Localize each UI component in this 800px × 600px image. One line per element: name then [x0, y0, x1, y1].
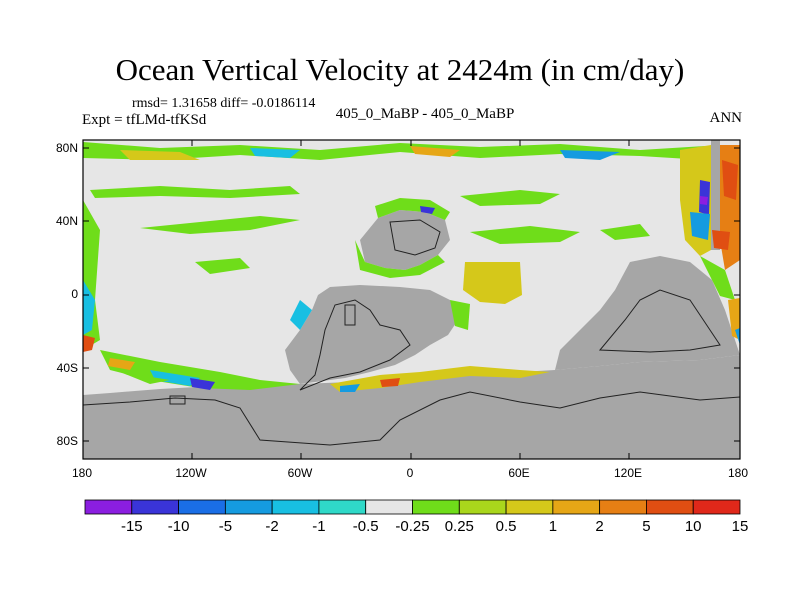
colorbar-label: 2: [595, 518, 604, 535]
colorbar-box: [552, 499, 601, 515]
velocity-patch: [600, 224, 650, 240]
plot-title: Ocean Vertical Velocity at 2424m (in cm/…: [115, 52, 685, 87]
colorbar-box: [646, 499, 694, 515]
colorbar-label: 1: [548, 518, 558, 535]
colorbar-box: [84, 499, 133, 515]
experiment-label: Expt = tfLMd-tfKSd: [82, 112, 207, 128]
velocity-patch: [195, 258, 250, 274]
colorbar-box: [458, 499, 507, 515]
colorbar-label: -10: [167, 518, 190, 535]
season-label: ANN: [709, 110, 743, 126]
lon-tick-label: 60W: [287, 466, 313, 480]
colorbar-box: [224, 499, 273, 515]
velocity-patch: [340, 384, 360, 392]
velocity-patch: [420, 206, 435, 214]
velocity-patch: [150, 370, 200, 386]
velocity-patch: [355, 240, 445, 278]
colorbar-box: [599, 499, 647, 515]
colorbar-box: [318, 499, 367, 515]
lat-tick-label: 40N: [55, 214, 78, 228]
case-label: 405_0_MaBP - 405_0_MaBP: [335, 106, 515, 122]
velocity-patch: [700, 196, 708, 205]
colorbar: [84, 499, 741, 515]
lat-tick-label: 0: [71, 287, 78, 301]
colorbar-label: -15: [120, 518, 143, 535]
velocity-patch: [140, 216, 300, 234]
colorbar-box: [178, 499, 226, 515]
coastline-contours: [82, 219, 741, 446]
lon-tick-label: 180: [71, 466, 93, 480]
velocity-patch: [690, 212, 710, 240]
colorbar-label: -1: [312, 518, 326, 535]
colorbar-label: -5: [218, 518, 233, 535]
velocity-patch: [90, 186, 300, 198]
stats-text: rmsd= 1.31658 diff= -0.0186114: [132, 96, 316, 111]
velocity-patch: [463, 262, 522, 304]
colorbar-box: [365, 499, 413, 515]
velocity-patch: [250, 148, 300, 158]
land-antarctica: [83, 355, 740, 459]
velocity-patch: [83, 280, 95, 335]
land-north-strip: [711, 140, 720, 250]
colorbar-label: 5: [642, 518, 651, 535]
velocity-patches: [83, 142, 740, 392]
lon-tick-label: 120W: [175, 466, 207, 480]
colorbar-label: -0.5: [352, 518, 379, 535]
lat-tick-label: 80S: [56, 434, 78, 448]
lat-tick-label: 80N: [55, 141, 78, 155]
velocity-patch: [120, 372, 170, 384]
velocity-patch: [560, 150, 620, 160]
velocity-patch: [722, 160, 738, 200]
colorbar-box: [505, 499, 554, 515]
velocity-patch: [712, 230, 730, 250]
colorbar-box: [412, 499, 460, 515]
velocity-patch: [83, 335, 95, 352]
land-south-america: [285, 285, 458, 384]
velocity-patch: [190, 378, 215, 390]
colorbar-label: 0.25: [444, 518, 474, 535]
colorbar-box: [131, 499, 179, 515]
velocity-patch: [375, 198, 450, 220]
colorbar-label: 15: [731, 518, 749, 535]
velocity-patch: [290, 300, 312, 330]
colorbar-box: [271, 499, 320, 515]
land-east-block: [555, 256, 740, 370]
velocity-patch: [410, 146, 460, 157]
velocity-patch: [460, 190, 560, 206]
velocity-patch: [735, 328, 740, 345]
lat-tick-label: 40S: [56, 361, 78, 375]
lon-tick-label: 120E: [613, 466, 643, 480]
velocity-patch: [700, 256, 735, 300]
lon-tick-label: 0: [406, 466, 414, 480]
velocity-patch: [108, 358, 135, 370]
velocity-patch: [120, 150, 200, 160]
velocity-patch: [470, 226, 580, 244]
velocity-patch: [450, 300, 470, 330]
lon-tick-label: 60E: [508, 466, 530, 480]
colorbar-box: [692, 499, 741, 515]
lon-tick-label: 180: [727, 466, 749, 480]
colorbar-label: 0.5: [495, 518, 517, 535]
colorbar-label: -2: [265, 518, 279, 535]
colorbar-label: -0.25: [395, 518, 430, 535]
velocity-patch: [83, 142, 705, 160]
axis-ticks: [83, 140, 740, 459]
velocity-patch: [380, 378, 400, 387]
colorbar-label: 10: [684, 518, 702, 535]
